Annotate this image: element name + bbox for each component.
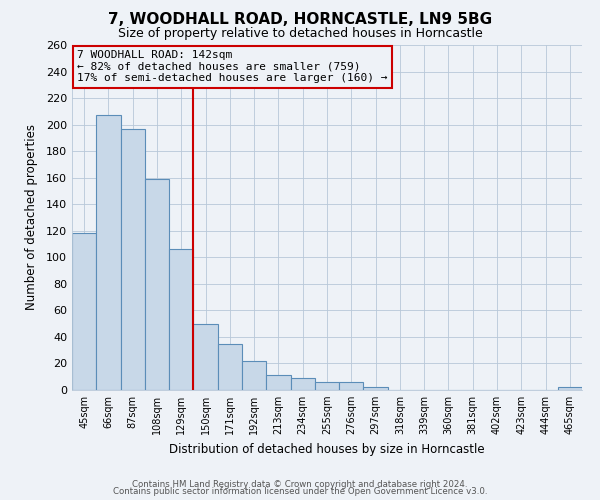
Text: Contains HM Land Registry data © Crown copyright and database right 2024.: Contains HM Land Registry data © Crown c…: [132, 480, 468, 489]
X-axis label: Distribution of detached houses by size in Horncastle: Distribution of detached houses by size …: [169, 442, 485, 456]
Bar: [218, 344, 242, 390]
Bar: [121, 128, 145, 390]
Bar: [72, 234, 96, 390]
Bar: [290, 378, 315, 390]
Bar: [558, 388, 582, 390]
Text: Size of property relative to detached houses in Horncastle: Size of property relative to detached ho…: [118, 28, 482, 40]
Bar: [242, 361, 266, 390]
Bar: [145, 179, 169, 390]
Bar: [315, 382, 339, 390]
Bar: [339, 382, 364, 390]
Bar: [96, 116, 121, 390]
Text: 7 WOODHALL ROAD: 142sqm
← 82% of detached houses are smaller (759)
17% of semi-d: 7 WOODHALL ROAD: 142sqm ← 82% of detache…: [77, 50, 388, 84]
Bar: [193, 324, 218, 390]
Bar: [169, 250, 193, 390]
Y-axis label: Number of detached properties: Number of detached properties: [25, 124, 38, 310]
Bar: [266, 376, 290, 390]
Text: 7, WOODHALL ROAD, HORNCASTLE, LN9 5BG: 7, WOODHALL ROAD, HORNCASTLE, LN9 5BG: [108, 12, 492, 28]
Text: Contains public sector information licensed under the Open Government Licence v3: Contains public sector information licen…: [113, 488, 487, 496]
Bar: [364, 388, 388, 390]
